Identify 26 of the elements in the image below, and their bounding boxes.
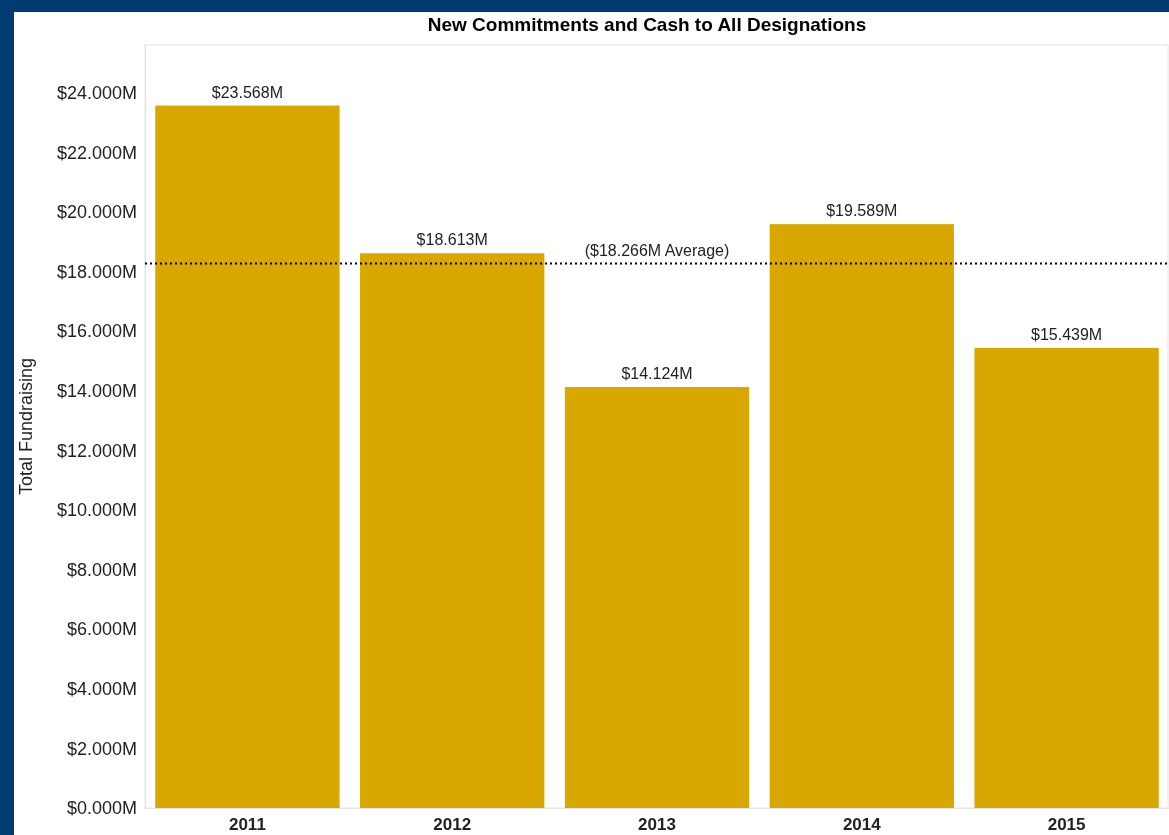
y-tick-label: $4.000M [66,679,137,700]
y-tick-label: $16.000M [56,321,137,342]
y-tick-label: $20.000M [56,202,137,223]
y-tick-label: $8.000M [66,559,137,580]
data-label: $15.439M [1031,325,1103,343]
y-tick-label: $22.000M [56,142,137,163]
y-axis-title: Total Fundraising [16,357,36,496]
data-label: $18.613M [416,231,488,249]
x-tick-label: 2014 [842,815,882,835]
data-label: $14.124M [621,365,693,383]
y-tick-label: $2.000M [66,738,137,759]
y-tick-label: $14.000M [56,380,137,401]
x-tick-label: 2011 [228,815,266,835]
y-tick-label: $12.000M [56,440,137,461]
x-tick-label: 2015 [1047,815,1086,835]
chart-title: New Commitments and Cash to All Designations [427,14,867,35]
y-tick-label: $6.000M [66,619,137,640]
data-label: $19.589M [826,202,898,220]
y-tick-label: $0.000M [66,798,137,819]
y-tick-label: $24.000M [56,82,137,103]
y-tick-label: $18.000M [56,261,137,282]
x-tick-label: 2012 [433,815,472,835]
data-label: $23.568M [211,83,283,101]
ref-line-label: ($18.266M Average) [584,241,730,259]
y-tick-label: $10.000M [56,500,137,521]
x-tick-label: 2013 [638,815,676,835]
